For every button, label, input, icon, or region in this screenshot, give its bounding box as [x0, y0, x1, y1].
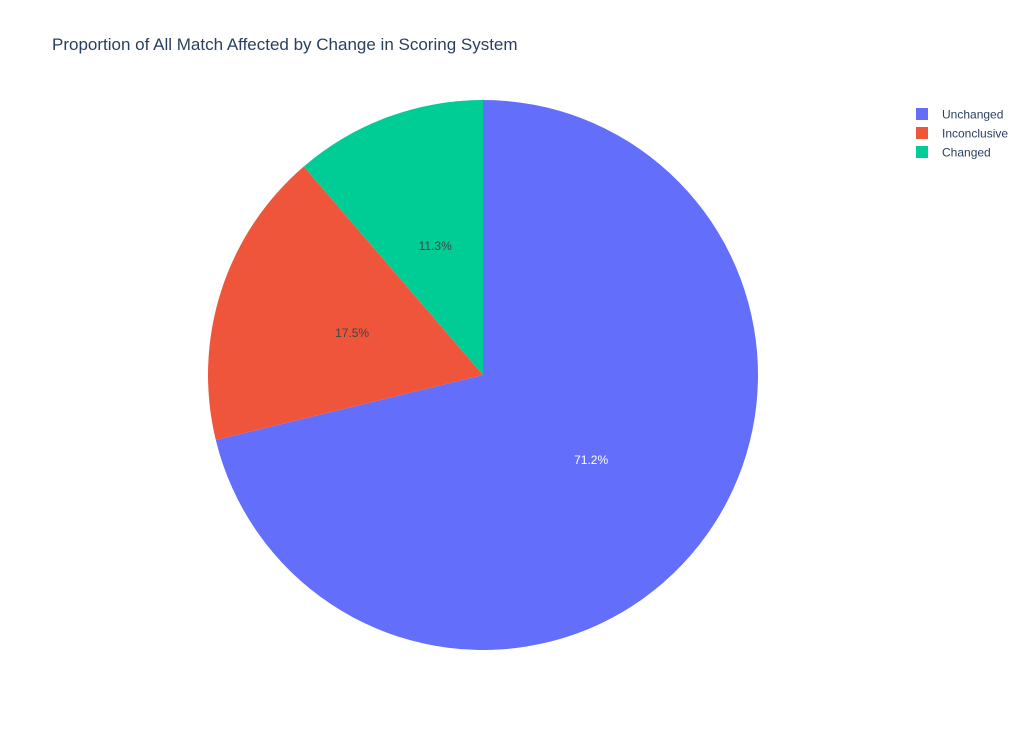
chart-title: Proportion of All Match Affected by Chan… [52, 35, 518, 54]
legend-swatch [916, 108, 928, 120]
pie-slices [208, 100, 758, 650]
legend-item-unchanged[interactable]: Unchanged [916, 108, 1003, 122]
pie-slice-changed[interactable] [303, 100, 483, 375]
legend-label: Changed [942, 146, 991, 160]
pie-slice-inconclusive[interactable] [208, 166, 483, 441]
legend-label: Inconclusive [942, 127, 1008, 141]
legend-label: Unchanged [942, 108, 1003, 122]
legend-item-inconclusive[interactable]: Inconclusive [916, 127, 1008, 141]
pie-slice-labels: 71.2% 17.5% 11.3% [335, 239, 608, 467]
legend-swatch [916, 127, 928, 139]
legend-item-changed[interactable]: Changed [916, 146, 991, 160]
slice-label-unchanged: 71.2% [574, 453, 608, 467]
legend-swatch [916, 146, 928, 158]
slice-label-changed: 11.3% [419, 239, 452, 253]
slice-label-inconclusive: 17.5% [335, 326, 369, 340]
legend[interactable]: Unchanged Inconclusive Changed [916, 108, 1008, 160]
pie-slice-unchanged[interactable] [215, 100, 758, 650]
